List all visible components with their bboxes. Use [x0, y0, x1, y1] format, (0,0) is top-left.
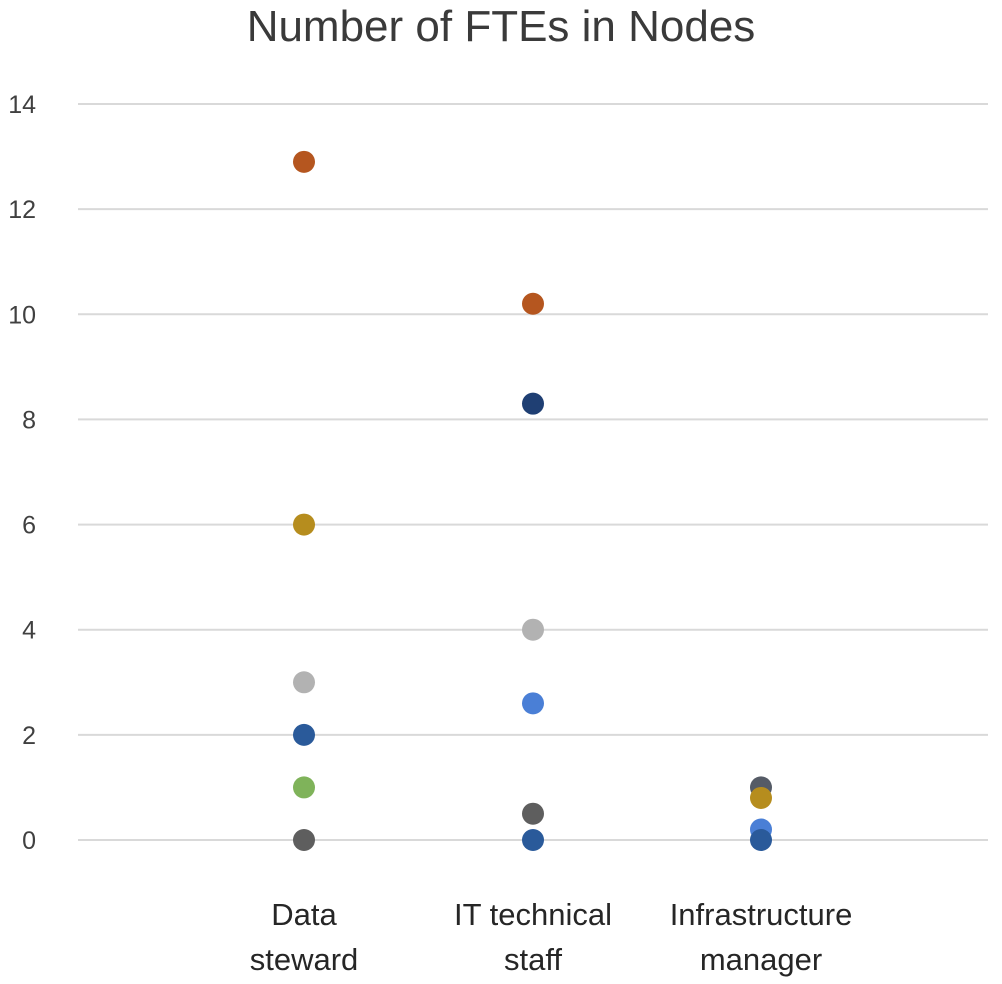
- y-tick-label: 0: [22, 827, 36, 855]
- x-category-label: Infrastructure: [670, 897, 853, 932]
- chart-title: Number of FTEs in Nodes: [246, 2, 756, 51]
- data-point: [293, 723, 315, 746]
- data-point: [293, 829, 315, 851]
- y-tick-label: 12: [8, 196, 36, 224]
- data-point: [293, 776, 315, 799]
- data-point: [522, 292, 544, 315]
- x-category-label: manager: [700, 942, 822, 977]
- data-point: [522, 392, 544, 415]
- x-category-label: Data: [271, 897, 337, 932]
- data-point: [293, 513, 315, 536]
- y-tick-label: 2: [22, 722, 36, 750]
- data-point: [522, 829, 544, 851]
- data-point: [522, 618, 544, 641]
- x-category-label: steward: [250, 942, 359, 977]
- y-tick-label: 6: [22, 512, 36, 540]
- x-category-label: IT technical: [454, 897, 612, 932]
- data-point: [750, 829, 772, 851]
- data-point: [522, 802, 544, 825]
- y-tick-label: 10: [8, 301, 36, 329]
- data-point: [293, 150, 315, 173]
- y-tick-label: 14: [8, 91, 36, 119]
- data-point: [522, 692, 544, 715]
- x-category-label: staff: [504, 942, 562, 977]
- data-point: [750, 786, 772, 809]
- y-tick-label: 4: [22, 617, 36, 645]
- y-tick-label: 8: [22, 406, 36, 434]
- data-point: [293, 671, 315, 694]
